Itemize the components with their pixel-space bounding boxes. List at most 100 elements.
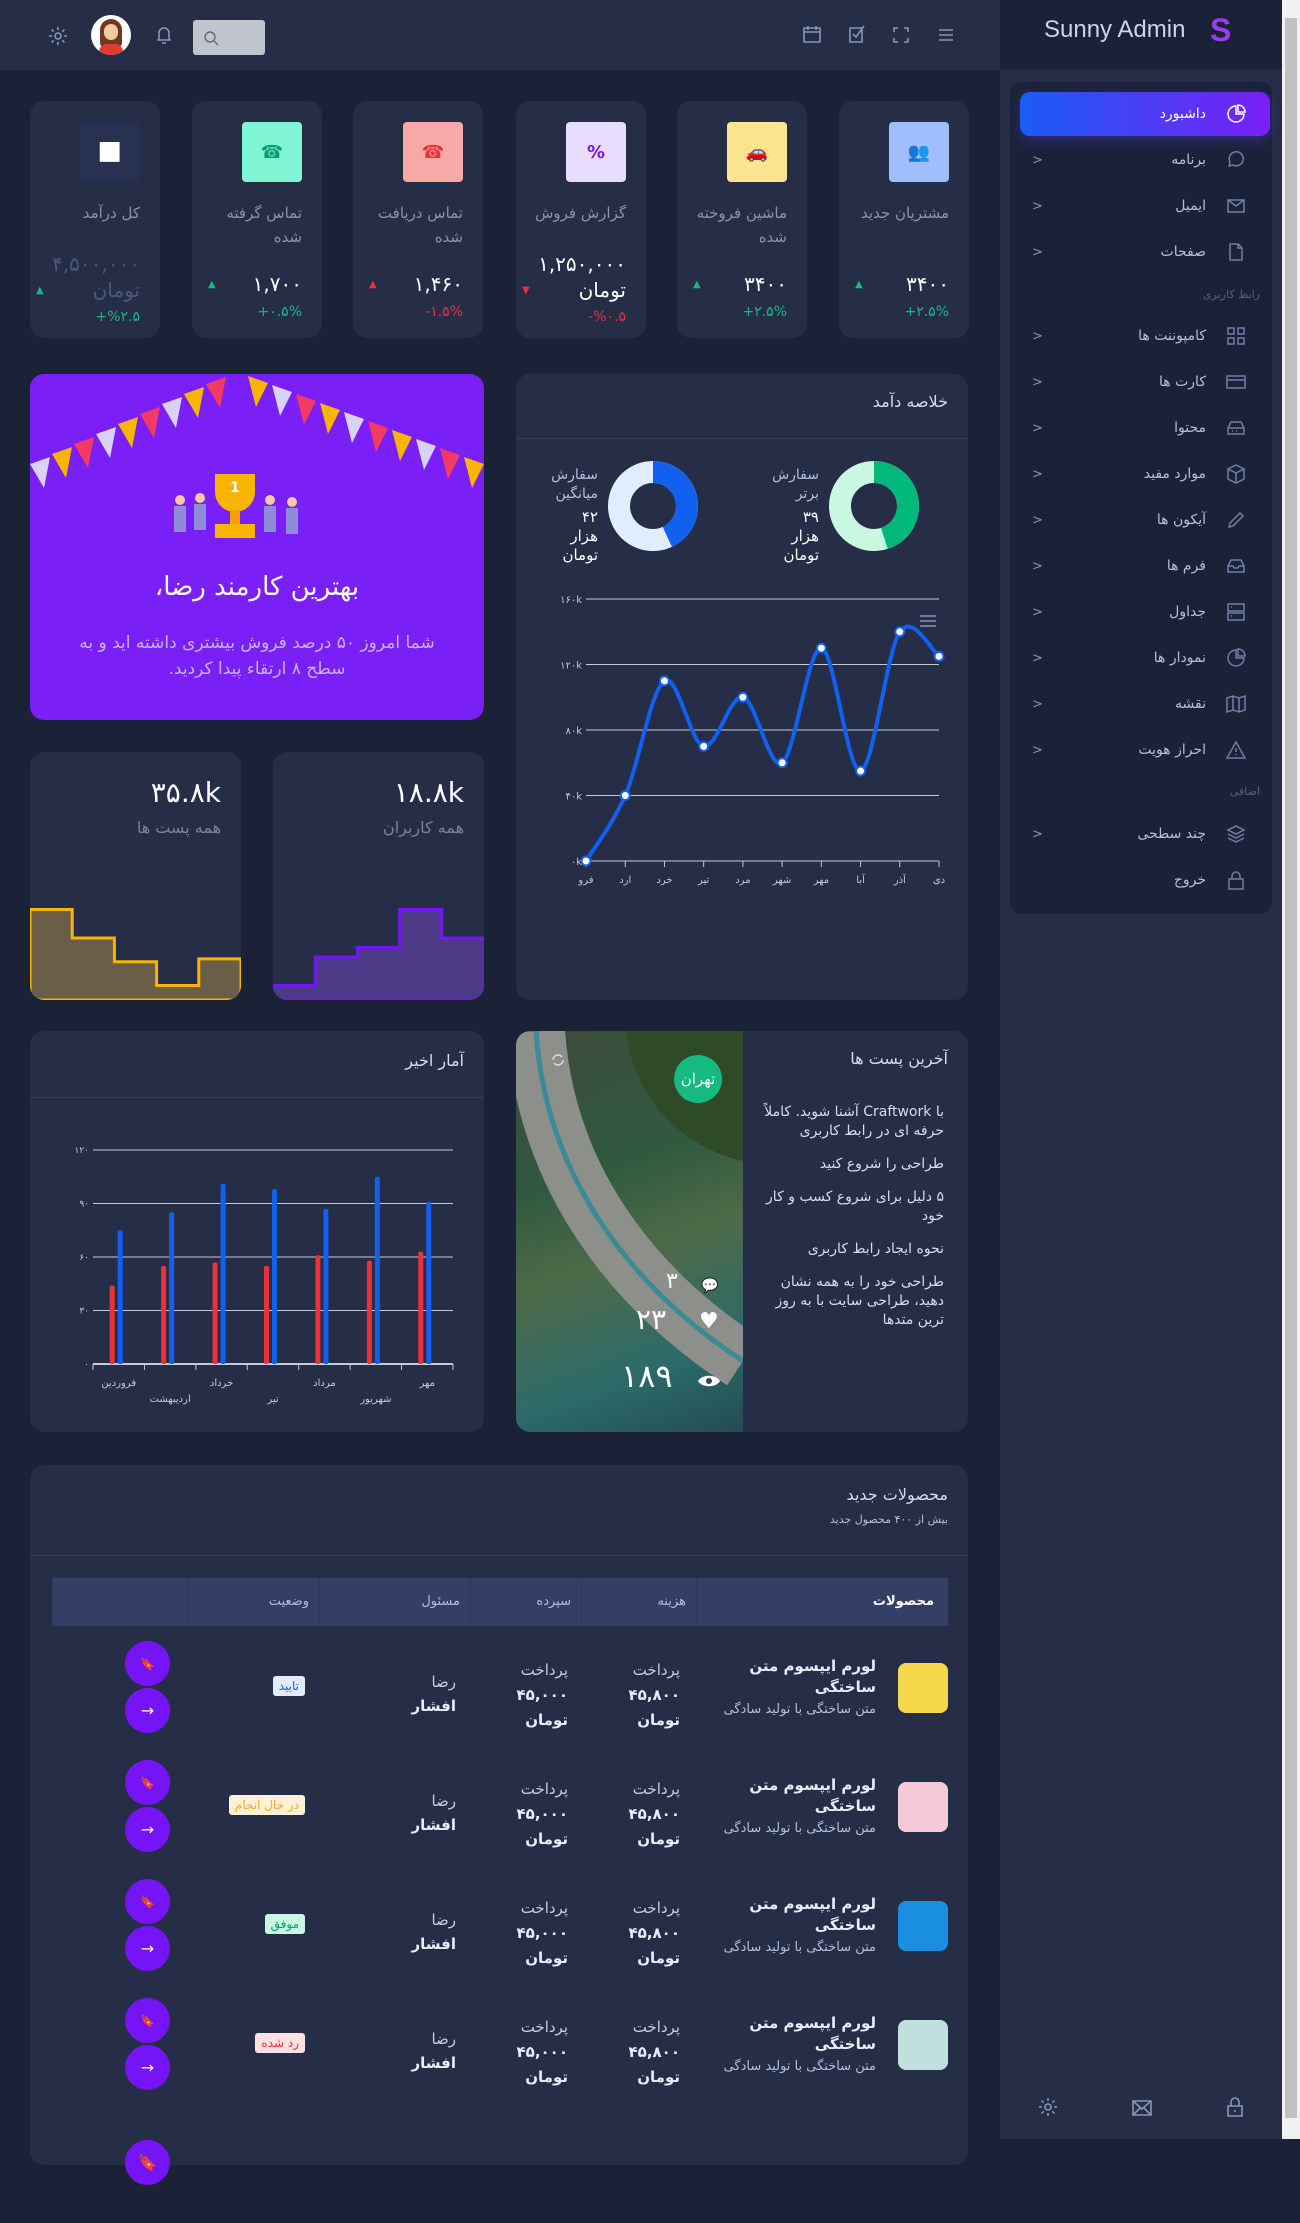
sidebar-item-10[interactable]: جداول < bbox=[1020, 590, 1270, 634]
divider bbox=[30, 1555, 968, 1556]
post-link[interactable]: ۵ دلیل برای شروع کسب و کار خود bbox=[766, 1189, 944, 1224]
bar bbox=[212, 1262, 218, 1364]
deposit-currency: تومان bbox=[525, 1711, 568, 1729]
x-tick-label: اردیبهشت bbox=[150, 1394, 191, 1405]
phone-incoming-icon-glyph: ☎ bbox=[421, 141, 445, 163]
sidebar-item-1[interactable]: برنامه < bbox=[1020, 138, 1270, 182]
donut-unit: هزار bbox=[791, 527, 819, 545]
sidebar-item-6[interactable]: محتوا < bbox=[1020, 406, 1270, 450]
map-icon bbox=[1224, 694, 1248, 714]
post-link[interactable]: طراحی خود را به همه نشان دهید، طراحی سای… bbox=[775, 1274, 944, 1328]
post-link[interactable]: نحوه ایجاد رابط کاربری bbox=[807, 1241, 944, 1257]
table-row: لورم ایپسوم متن ساختگی متن ساختگی با تولی… bbox=[52, 1628, 948, 1747]
chevron-left-icon: < bbox=[1032, 466, 1043, 482]
bookmark-button[interactable]: 🔖 bbox=[125, 2140, 170, 2185]
column-header: مسئول bbox=[319, 1578, 470, 1626]
data-point bbox=[619, 790, 631, 801]
sidebar-item-0[interactable]: داشبورد bbox=[1020, 92, 1270, 136]
bookmark-button[interactable]: 🔖 bbox=[125, 1998, 170, 2043]
calendar-icon[interactable] bbox=[802, 24, 822, 44]
sidebar-item-11[interactable]: نمودار ها < bbox=[1020, 636, 1270, 680]
post-link[interactable]: طراحی را شروع کنید bbox=[819, 1156, 944, 1172]
arrow-button[interactable]: → bbox=[125, 2045, 170, 2090]
sidebar-item-14[interactable]: چند سطحی < bbox=[1020, 812, 1270, 856]
celebration-text: شما امروز ۵۰ درصد فروش بیشتری داشته اید … bbox=[79, 633, 435, 679]
product-thumbnail bbox=[898, 1663, 948, 1713]
layers-icon bbox=[1224, 824, 1248, 844]
chart-menu-icon[interactable] bbox=[919, 614, 937, 628]
stat-value: ۳۴۰۰ bbox=[906, 272, 949, 296]
mini-stat-card: ۱۸.۸k همه کاربران bbox=[273, 752, 484, 1000]
bookmark-button[interactable]: 🔖 bbox=[125, 1760, 170, 1805]
recent-stats-card: آمار اخیر ۰ ۳۰ ۶۰ ۹۰ ۱۲۰ فروردین اردیبهشت خرداد… bbox=[30, 1031, 484, 1432]
sidebar-item-label: داشبورد bbox=[1159, 106, 1206, 122]
lock-icon[interactable] bbox=[1226, 2096, 1244, 2118]
sparkline-area bbox=[30, 908, 241, 1000]
bar bbox=[109, 1285, 115, 1364]
alert-icon bbox=[1224, 740, 1248, 760]
sidebar-item-12[interactable]: نقشه < bbox=[1020, 682, 1270, 726]
products-subtitle: بیش از ۴۰۰ محصول جدید bbox=[829, 1513, 948, 1526]
post-link[interactable]: با Craftwork آشنا شوید. کاملاً حرفه ای د… bbox=[764, 1104, 944, 1139]
donut-value-arc bbox=[829, 461, 919, 551]
refresh-icon[interactable] bbox=[551, 1053, 565, 1067]
scrollbar-thumb[interactable] bbox=[1285, 18, 1297, 2118]
arrow-button[interactable]: → bbox=[125, 1926, 170, 1971]
y-tick-label: ۴۰k bbox=[565, 792, 582, 803]
chart-line-icon-glyph: 📈 bbox=[98, 141, 122, 163]
menu-icon[interactable] bbox=[937, 27, 955, 43]
y-tick-label: ۰k bbox=[571, 857, 582, 868]
sidebar-item-15[interactable]: خروج bbox=[1020, 858, 1270, 902]
chevron-left-icon: < bbox=[1032, 742, 1043, 758]
stat-value: ۳۴۰۰ bbox=[744, 272, 787, 296]
sidebar-item-4[interactable]: کامپوننت ها < bbox=[1020, 314, 1270, 358]
gear-icon[interactable] bbox=[47, 25, 69, 47]
chevron-left-icon: < bbox=[1032, 650, 1043, 666]
donut-chart bbox=[608, 461, 698, 551]
data-point bbox=[737, 691, 749, 703]
sidebar-item-13[interactable]: احراز هویت < bbox=[1020, 728, 1270, 772]
product-name[interactable]: لورم ایپسوم متن ساختگی bbox=[749, 1657, 876, 1696]
sidebar-item-5[interactable]: کارت ها < bbox=[1020, 360, 1270, 404]
sidebar-item-9[interactable]: فرم ها < bbox=[1020, 544, 1270, 588]
stat-card: 📈 کل درآمد ۴,۵۰۰,۰۰۰ تومان ▲ %۲.۵+ bbox=[30, 101, 160, 338]
product-name[interactable]: لورم ایپسوم متن ساختگی bbox=[749, 2014, 876, 2053]
arrow-button[interactable]: → bbox=[125, 1688, 170, 1733]
sidebar-item-3[interactable]: صفحات < bbox=[1020, 230, 1270, 274]
sidebar-item-label: فرم ها bbox=[1166, 558, 1206, 574]
product-name[interactable]: لورم ایپسوم متن ساختگی bbox=[749, 1776, 876, 1815]
fullscreen-icon[interactable] bbox=[892, 26, 910, 44]
triangle-down-icon: ▼ bbox=[522, 285, 530, 296]
status-badge: رد شده bbox=[255, 2033, 305, 2053]
search-input[interactable] bbox=[193, 20, 265, 55]
comments-count: ۳ bbox=[666, 1269, 678, 1294]
avatar[interactable] bbox=[91, 15, 131, 55]
cost-label: پرداخت bbox=[632, 2018, 680, 2036]
bookmark-button[interactable]: 🔖 bbox=[125, 1879, 170, 1924]
sidebar-item-2[interactable]: ایمیل < bbox=[1020, 184, 1270, 228]
cost-currency: تومان bbox=[637, 1711, 680, 1729]
bell-icon[interactable] bbox=[155, 24, 173, 46]
car-icon: 🚗 bbox=[727, 122, 787, 182]
stat-value: ۱,۴۶۰ bbox=[413, 272, 463, 296]
donut-legend: سفارش برتر ۳۹ هزار تومان bbox=[757, 466, 819, 565]
sidebar-item-label: کامپوننت ها bbox=[1138, 328, 1206, 344]
deposit-amount: ۴۵,۰۰۰ bbox=[516, 1805, 568, 1823]
celebration-illustration: 1 bbox=[30, 376, 484, 538]
sidebar-item-7[interactable]: موارد مفید < bbox=[1020, 452, 1270, 496]
pie-icon bbox=[1224, 648, 1248, 668]
arrow-button[interactable]: → bbox=[125, 1807, 170, 1852]
sidebar-item-label: صفحات bbox=[1160, 244, 1206, 260]
manager-first-name: رضا bbox=[431, 2030, 456, 2048]
bookmark-button[interactable]: 🔖 bbox=[125, 1641, 170, 1686]
x-tick-label: دی bbox=[933, 875, 945, 886]
sidebar-item-8[interactable]: آیکون ها < bbox=[1020, 498, 1270, 542]
x-tick-label: شهریور bbox=[359, 1394, 391, 1405]
product-name[interactable]: لورم ایپسوم متن ساختگی bbox=[749, 1895, 876, 1934]
phone-outgoing-icon-glyph: ☎ bbox=[260, 141, 284, 163]
x-tick-label: تیر bbox=[697, 875, 710, 886]
gear-icon[interactable] bbox=[1037, 2096, 1059, 2118]
scrollbar[interactable] bbox=[1282, 0, 1300, 2139]
mail-icon[interactable] bbox=[1131, 2099, 1153, 2117]
checkbox-icon[interactable] bbox=[848, 24, 866, 44]
